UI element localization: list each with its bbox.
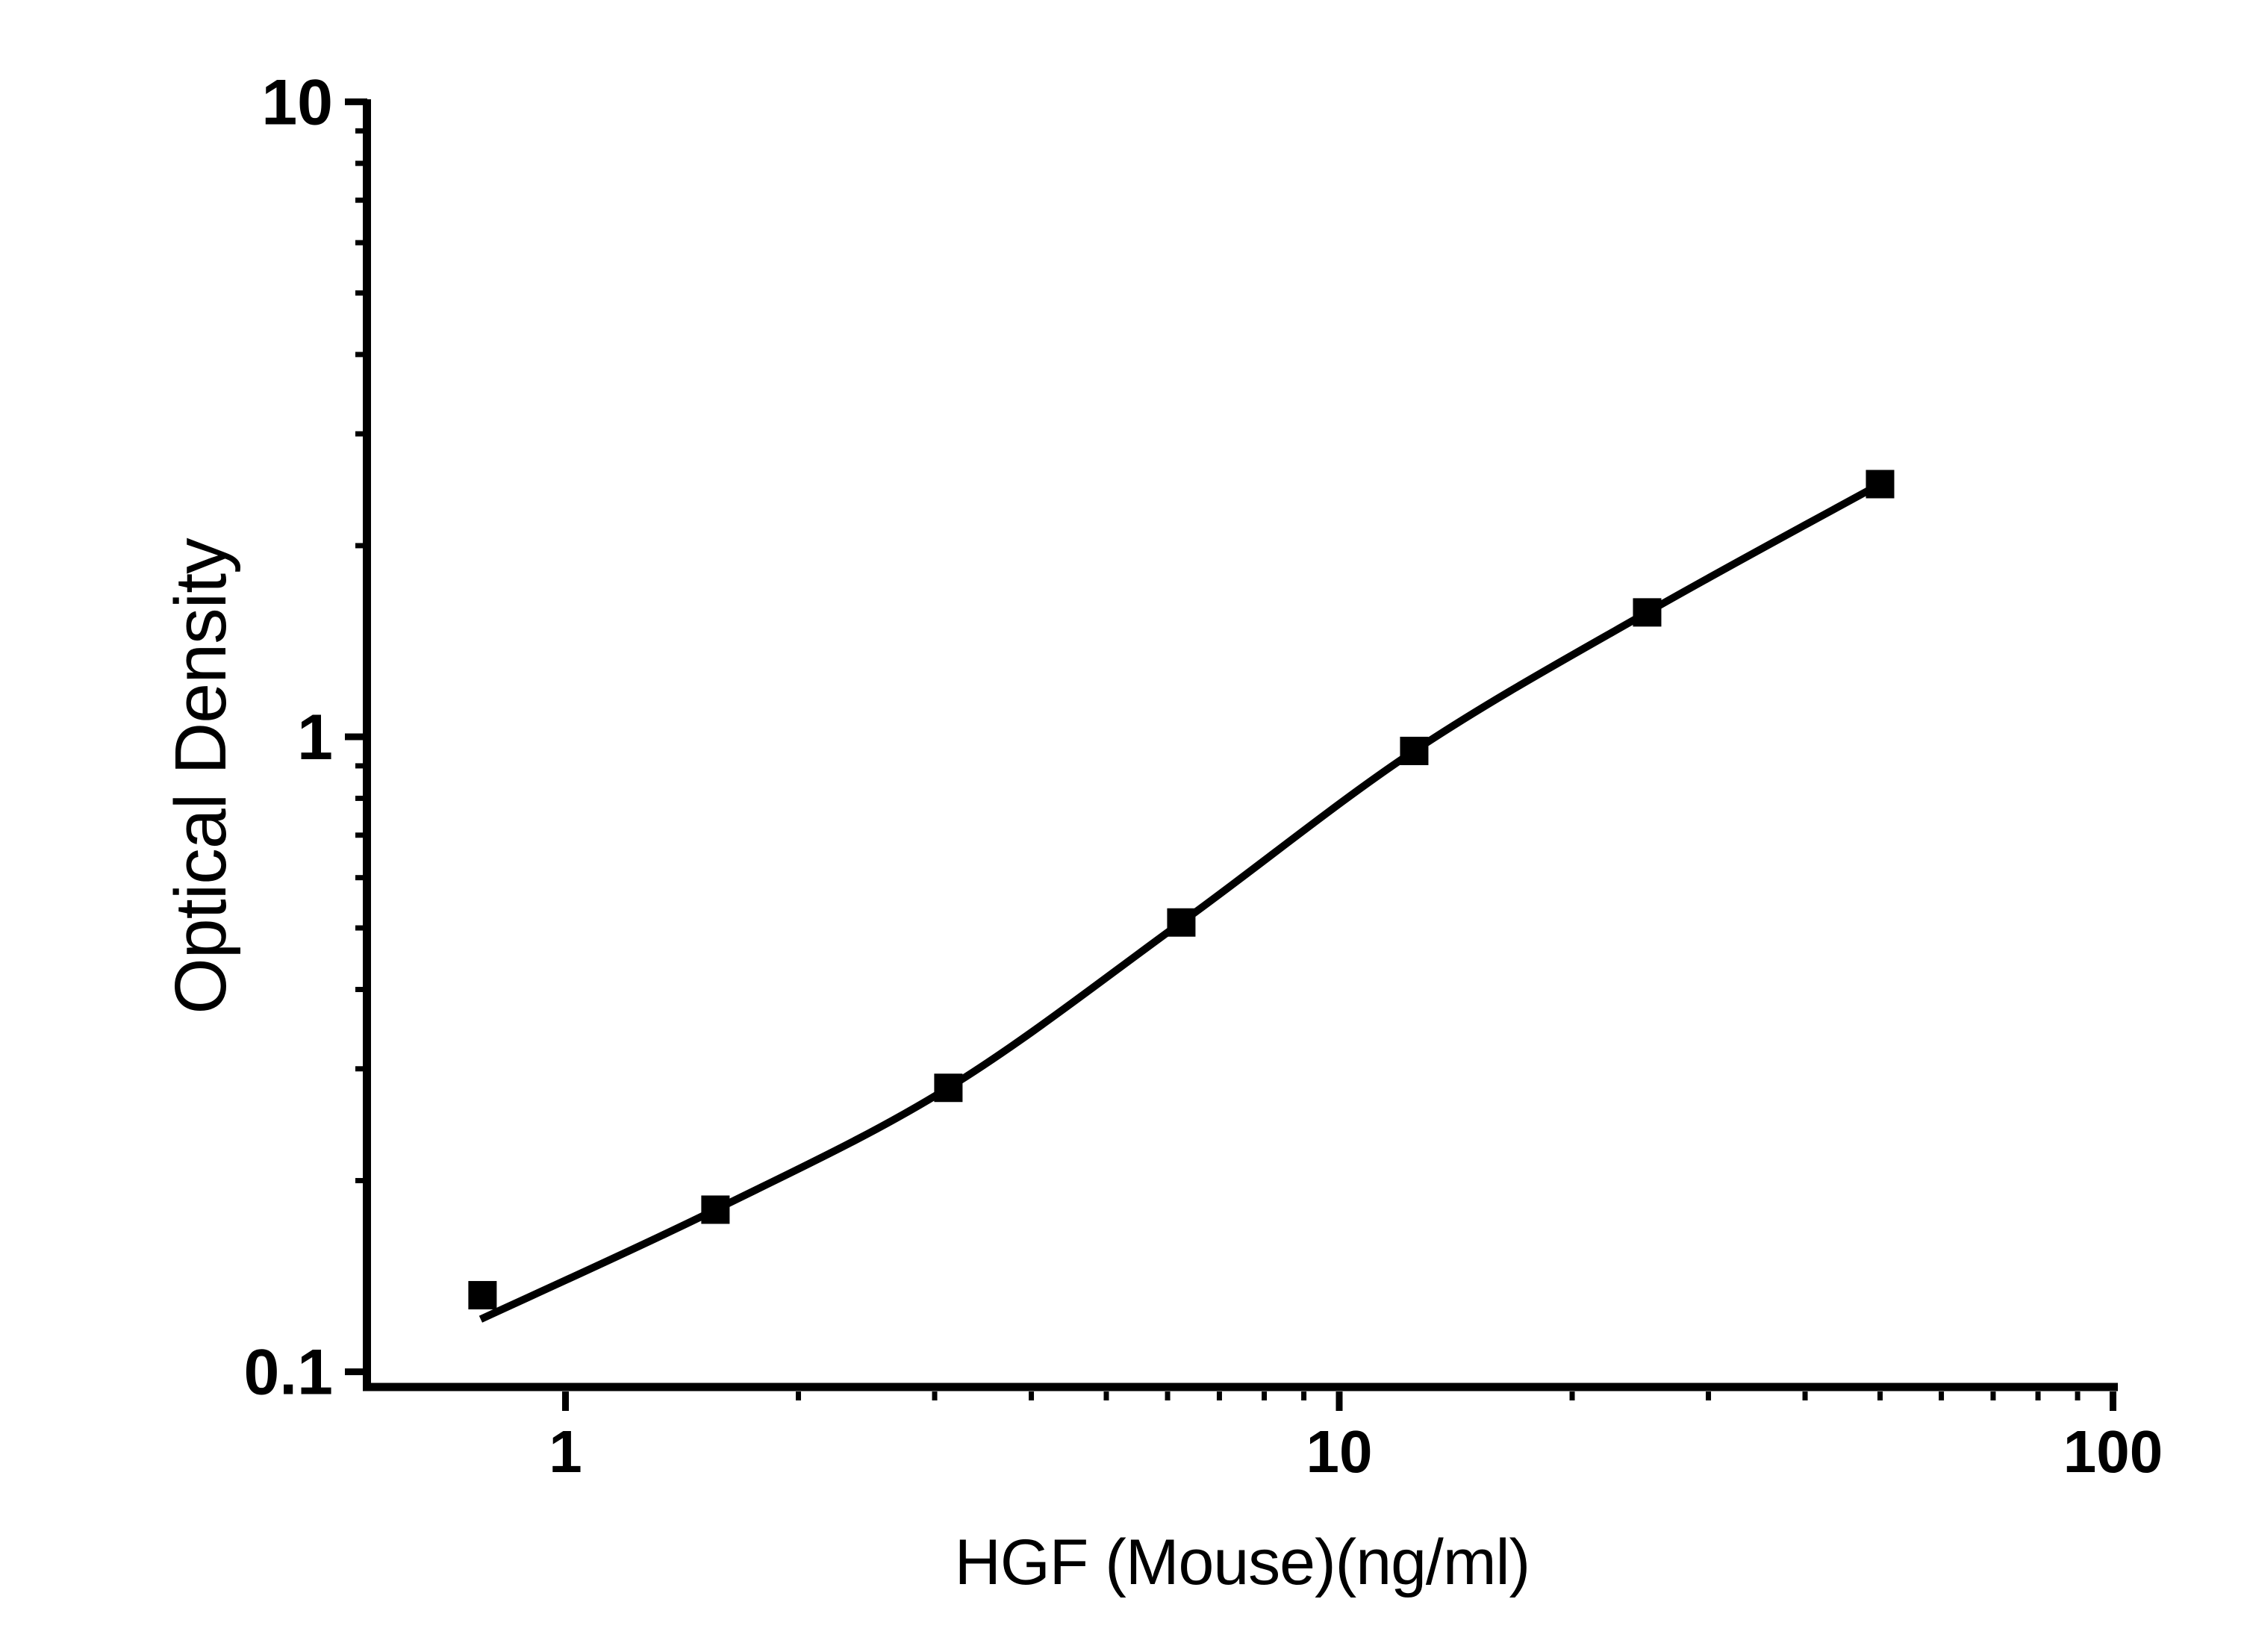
x-axis-title: HGF (Mouse)(ng/ml) [955, 1527, 1530, 1598]
axis-tick-labels: 0.1 1 10 1 10 100 [243, 66, 2163, 1485]
data-point-marker [701, 1195, 730, 1224]
data-point-marker [468, 1281, 497, 1310]
data-point-marker [1167, 908, 1196, 937]
data-point-marker [1400, 736, 1429, 765]
y-axis-tick-label: 0.1 [243, 1337, 333, 1409]
y-axis-title: Optical Density [160, 537, 241, 1014]
x-axis-tick-label: 10 [1306, 1418, 1373, 1485]
axis-ticks [345, 98, 2116, 1411]
data-point-marker [1866, 470, 1895, 499]
fit-curve [479, 481, 1882, 1323]
x-axis-tick-label: 1 [549, 1418, 582, 1485]
data-points [468, 470, 1895, 1310]
data-point-marker [934, 1073, 963, 1103]
axes [363, 99, 2118, 1391]
x-axis-tick-label: 100 [2063, 1418, 2163, 1485]
data-point-marker [1633, 598, 1662, 627]
y-axis-tick-label: 1 [297, 702, 333, 773]
y-axis-tick-label: 10 [261, 66, 333, 138]
